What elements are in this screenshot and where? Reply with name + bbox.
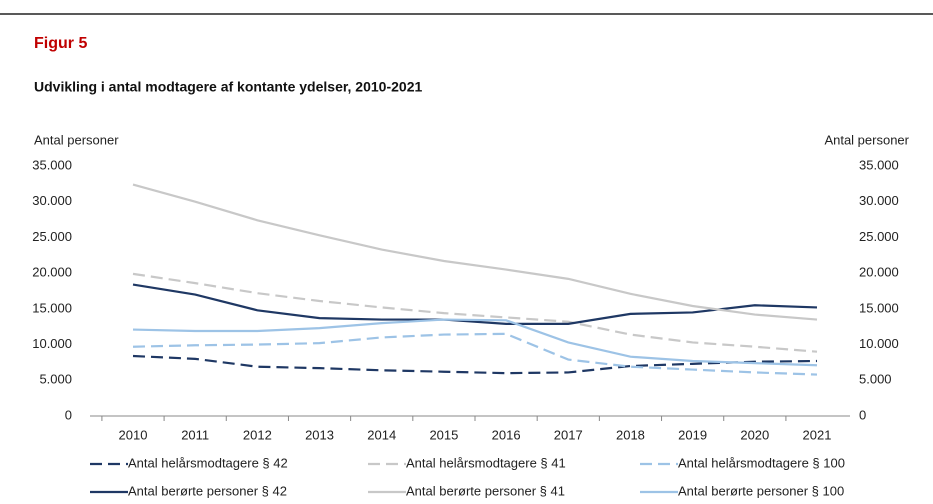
legend-label: Antal berørte personer § 41: [406, 483, 565, 498]
x-tick-label: 2010: [119, 427, 148, 442]
y-tick-label: 35.000: [32, 157, 72, 172]
y2-tick-label: 10.000: [859, 336, 899, 351]
x-tick-label: 2013: [305, 427, 334, 442]
x-tick-label: 2020: [740, 427, 769, 442]
x-tick-label: 2019: [678, 427, 707, 442]
x-tick-label: 2017: [554, 427, 583, 442]
x-tick-label: 2011: [181, 427, 209, 442]
y-axis-label: Antal personer: [34, 132, 119, 147]
y2-tick-label: 5.000: [859, 372, 892, 387]
y2-tick-label: 30.000: [859, 193, 899, 208]
y-tick-label: 10.000: [32, 336, 72, 351]
y2-tick-label: 0: [859, 407, 866, 422]
series-line: [132, 272, 818, 353]
series-line: [132, 183, 818, 321]
legend-label: Antal berørte personer § 42: [128, 483, 287, 498]
y-tick-label: 30.000: [32, 193, 72, 208]
y-tick-label: 0: [65, 407, 72, 422]
legend-label: Antal berørte personer § 100: [678, 483, 844, 498]
y-tick-label: 5.000: [39, 372, 72, 387]
y2-axis-label: Antal personer: [824, 132, 909, 147]
y-tick-label: 25.000: [32, 229, 72, 244]
chart-title: Figur 5: [34, 35, 87, 52]
y2-tick-label: 25.000: [859, 229, 899, 244]
legend-label: Antal helårsmodtagere § 42: [128, 455, 288, 470]
legend-label: Antal helårsmodtagere § 41: [406, 455, 566, 470]
y2-tick-label: 15.000: [859, 300, 899, 315]
y2-tick-label: 35.000: [859, 157, 899, 172]
x-tick-label: 2012: [243, 427, 272, 442]
y-tick-label: 20.000: [32, 265, 72, 280]
series-line: [132, 318, 818, 367]
y-tick-label: 15.000: [32, 300, 72, 315]
y2-tick-label: 20.000: [859, 265, 899, 280]
x-tick-label: 2014: [367, 427, 396, 442]
chart-subtitle: Udvikling i antal modtagere af kontante …: [34, 79, 422, 95]
series-line: [132, 354, 818, 375]
x-tick-label: 2021: [803, 427, 832, 442]
series-line: [132, 283, 818, 325]
x-tick-label: 2015: [429, 427, 458, 442]
legend-label: Antal helårsmodtagere § 100: [678, 455, 845, 470]
series-line: [132, 332, 818, 376]
x-tick-label: 2016: [492, 427, 521, 442]
x-tick-label: 2018: [616, 427, 645, 442]
